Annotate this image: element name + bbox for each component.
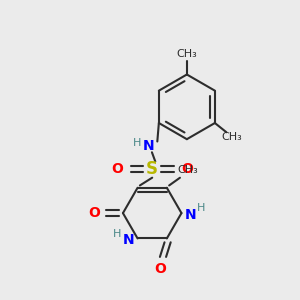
Text: CH₃: CH₃ bbox=[177, 165, 198, 175]
Text: H: H bbox=[133, 138, 142, 148]
Text: N: N bbox=[142, 139, 154, 153]
Text: O: O bbox=[155, 262, 167, 276]
Text: N: N bbox=[122, 233, 134, 247]
Text: O: O bbox=[181, 162, 193, 176]
Text: H: H bbox=[113, 229, 122, 239]
Text: H: H bbox=[197, 203, 206, 214]
Text: O: O bbox=[88, 206, 100, 220]
Text: N: N bbox=[185, 208, 197, 222]
Text: O: O bbox=[112, 162, 124, 176]
Text: CH₃: CH₃ bbox=[221, 132, 242, 142]
Text: CH₃: CH₃ bbox=[176, 49, 197, 59]
Text: S: S bbox=[146, 160, 158, 178]
